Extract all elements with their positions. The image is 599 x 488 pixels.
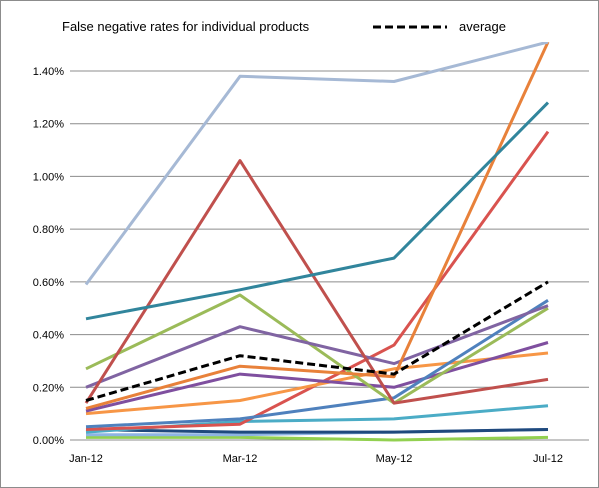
series-line [85, 42, 550, 410]
series-line [85, 428, 549, 434]
y-tick-labels: 0.00% 0.20% 0.40% 0.60% 0.80% 1.00% 1.20% 1.40% [33, 66, 64, 447]
series-line [84, 42, 549, 286]
series-line [84, 159, 549, 405]
series-line [85, 299, 549, 429]
x-tick-label: Mar-12 [223, 453, 258, 465]
series-line [85, 101, 550, 321]
legend-average-label: average [459, 19, 506, 34]
series-line [85, 341, 549, 413]
y-tick-label: 1.20% [33, 119, 64, 131]
x-tick-label: May-12 [376, 453, 413, 465]
y-tick-label: 1.40% [33, 66, 64, 78]
series-line [85, 293, 549, 405]
x-tick-labels: Jan-12 Mar-12 May-12 Jul-12 [69, 453, 563, 465]
average-series-line [85, 280, 549, 402]
series-line [86, 435, 549, 442]
y-tick-label: 0.00% [33, 435, 64, 447]
x-tick-label: Jan-12 [69, 453, 103, 465]
y-tick-label: 0.60% [33, 277, 64, 289]
legend-entry-text: False negative rates for individual prod… [62, 19, 310, 34]
series-line [85, 351, 549, 416]
y-tick-label: 0.40% [33, 330, 64, 342]
y-tick-label: 0.80% [33, 224, 64, 236]
x-tick-label: Jul-12 [533, 453, 563, 465]
legend: False negative rates for individual prod… [62, 19, 506, 34]
series-line [85, 304, 549, 389]
series-lines [84, 42, 550, 442]
y-tick-label: 1.00% [33, 171, 64, 183]
y-tick-label: 0.20% [33, 382, 64, 394]
